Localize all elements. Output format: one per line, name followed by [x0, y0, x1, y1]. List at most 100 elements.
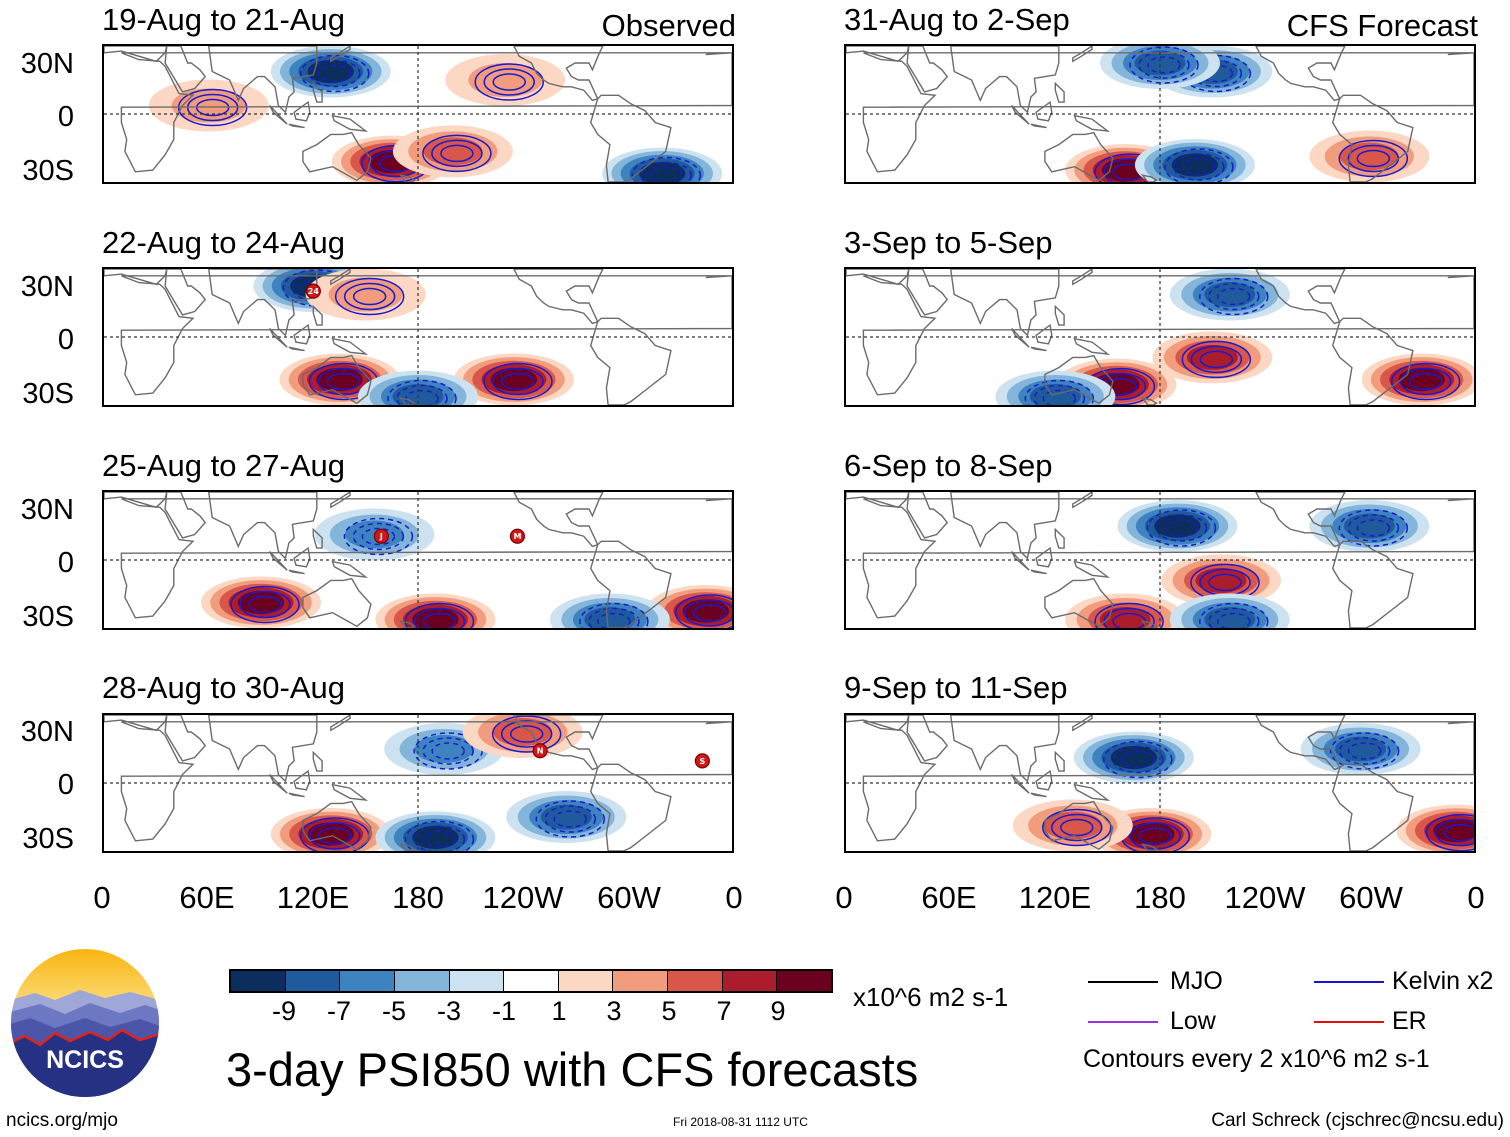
coastline [1044, 800, 1114, 851]
lon-label: 0 [93, 880, 111, 915]
panel-title-right-1: 3-Sep to 5-Sep [844, 225, 1053, 260]
anomaly-blob [307, 822, 354, 846]
lon-label: 120W [1224, 880, 1306, 915]
coastline [1035, 769, 1053, 791]
contour-line [422, 612, 457, 628]
coastline [1331, 94, 1414, 182]
anomaly-blob [1128, 822, 1175, 846]
lon-label: 0 [1467, 880, 1485, 915]
coastline [293, 100, 311, 122]
coastline [398, 843, 416, 851]
contour-line [1217, 287, 1251, 306]
coastline [331, 114, 369, 132]
contour-line [431, 742, 465, 760]
coastline [312, 81, 323, 103]
colorbar-label: -3 [436, 996, 462, 1026]
coastline [398, 620, 416, 628]
anomaly-blob [1171, 153, 1219, 177]
contour-line [1190, 345, 1243, 374]
coastline [1054, 750, 1065, 772]
coastline [1140, 843, 1158, 851]
lat-label-30s: 30S [22, 155, 74, 187]
coastline [1073, 783, 1111, 801]
storm-marker-label: N [537, 747, 544, 756]
map-panel-right-1 [844, 267, 1476, 407]
storm-marker: 24 [305, 283, 321, 299]
cfs-forecast-label: CFS Forecast [1286, 8, 1478, 43]
colorbar-swatch [668, 971, 723, 991]
coastline [862, 275, 1474, 396]
lon-label: 120E [1018, 880, 1092, 915]
storm-marker: N [532, 743, 548, 759]
panel-title-right-2: 6-Sep to 8-Sep [844, 448, 1053, 483]
timestamp: Fri 2018-08-31 1112 UTC [673, 1115, 808, 1129]
coastline [331, 560, 369, 578]
contour-line [309, 822, 361, 850]
panel-title-left-2: 25-Aug to 27-Aug [102, 448, 346, 483]
coastline [1331, 317, 1414, 405]
contour-line [440, 144, 474, 163]
colorbar-units: x10^6 m2 s-1 [853, 982, 1009, 1012]
coastline [164, 46, 207, 93]
logo-text: NCICS [46, 1046, 124, 1074]
lat-label-eq: 0 [57, 547, 74, 579]
contour-line [431, 139, 483, 168]
storm-marker-label: J [379, 532, 383, 541]
colorbar [229, 969, 833, 993]
coastline [164, 492, 207, 539]
anomaly-blob [1195, 567, 1247, 593]
coastline [906, 46, 949, 93]
coastline [207, 715, 318, 783]
anomaly-blob [1204, 282, 1256, 307]
contour-line [588, 607, 640, 628]
anomaly-blob [682, 599, 730, 623]
coastline [1331, 540, 1414, 628]
contour-line [1129, 46, 1199, 84]
coastline [1011, 551, 1030, 571]
coastline [1044, 577, 1114, 628]
colorbar-label: 3 [606, 996, 622, 1026]
coastline [302, 577, 372, 628]
legend-swatch-kelvin [1314, 981, 1384, 983]
contour-line [422, 737, 474, 765]
coastline [288, 346, 305, 352]
coastline [269, 774, 288, 794]
map-svg [846, 492, 1474, 628]
coastline [302, 800, 372, 851]
coastline [330, 492, 351, 509]
coastline [302, 131, 372, 182]
legend-label-er: ER [1392, 1007, 1427, 1035]
map-svg: NS [104, 715, 732, 851]
contour-line [579, 602, 649, 628]
contour-line [1164, 148, 1234, 182]
contour-line [343, 282, 396, 311]
colorbar-label: -7 [326, 996, 352, 1026]
contour-line [1199, 350, 1234, 369]
storm-marker-icon [305, 283, 321, 299]
contour-line [413, 825, 466, 851]
website-link[interactable]: ncics.org/mjo [6, 1110, 118, 1131]
coastline [1331, 763, 1414, 851]
lat-label-30n: 30N [20, 494, 74, 526]
coastline [104, 269, 168, 286]
lat-label-30n: 30N [20, 716, 74, 748]
coastline [1073, 337, 1111, 355]
contour-line [387, 379, 457, 405]
contour-line [474, 63, 544, 101]
contour-line [334, 277, 405, 316]
coastline [1255, 492, 1346, 548]
storm-marker-icon [694, 753, 710, 769]
contour-line [1024, 379, 1095, 405]
contour-line [1103, 740, 1173, 779]
coastline [513, 492, 604, 548]
coastline [288, 792, 305, 798]
storm-marker-icon [509, 528, 526, 544]
anomaly-blob [316, 367, 363, 392]
colorbar-swatch [394, 971, 450, 991]
coastline [949, 46, 1060, 114]
colorbar-swatch [449, 971, 505, 991]
coastline [330, 715, 351, 732]
storm-marker-label: M [513, 532, 521, 541]
contour-line [1182, 158, 1216, 176]
coastline [1011, 328, 1030, 348]
